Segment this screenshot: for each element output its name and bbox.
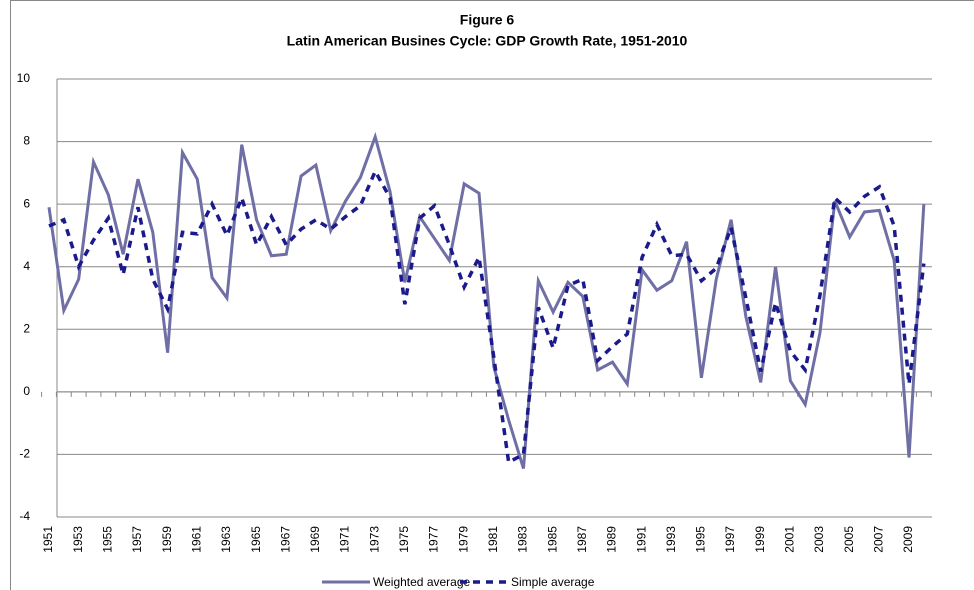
x-tick-label: 1983: [516, 526, 530, 553]
x-tick-label: 1997: [723, 526, 737, 553]
y-tick-label: 0: [23, 384, 30, 398]
x-tick-label: 1973: [367, 526, 381, 553]
y-tick-label: -4: [19, 509, 30, 523]
chart-border: [10, 0, 974, 590]
x-tick-label: 1959: [160, 526, 174, 553]
x-tick-label: 1979: [456, 526, 470, 553]
x-tick-label: 1999: [753, 526, 767, 553]
y-tick-label: 4: [23, 259, 30, 273]
x-tick-label: 1955: [100, 526, 114, 553]
x-tick-label: 1987: [575, 526, 589, 553]
x-tick-label: 2007: [872, 526, 886, 553]
x-tick-label: 1951: [41, 526, 55, 553]
x-tick-label: 2003: [812, 526, 826, 553]
y-tick-label: -2: [19, 447, 30, 461]
y-tick-label: 2: [23, 321, 30, 335]
chart-title: Figure 6: [460, 12, 515, 28]
x-tick-label: 1981: [486, 526, 500, 553]
x-tick-label: 1965: [249, 526, 263, 553]
y-tick-label: 8: [23, 134, 30, 148]
x-tick-label: 1969: [308, 526, 322, 553]
x-tick-label: 1971: [338, 526, 352, 553]
series-line: [47, 131, 926, 469]
x-tick-label: 2001: [783, 526, 797, 553]
x-tick-label: 1991: [634, 526, 648, 553]
x-tick-label: 1961: [189, 526, 203, 553]
x-tick-label: 2005: [842, 526, 856, 553]
x-tick-label: 1977: [427, 526, 441, 553]
y-tick-label: 6: [23, 196, 30, 210]
x-tick-label: 1967: [278, 526, 292, 553]
legend-label: Weighted average: [373, 575, 471, 589]
x-tick-label: 1989: [605, 526, 619, 553]
chart-subtitle: Latin American Busines Cycle: GDP Growth…: [287, 33, 688, 49]
y-tick-label: 10: [17, 71, 31, 85]
x-tick-label: 1993: [664, 526, 678, 553]
x-tick-label: 1995: [694, 526, 708, 553]
x-tick-label: 1963: [219, 526, 233, 553]
x-tick-label: 2009: [901, 526, 915, 553]
series-line: [48, 167, 926, 465]
x-tick-label: 1975: [397, 526, 411, 553]
x-tick-label: 1957: [130, 526, 144, 553]
x-tick-label: 1985: [545, 526, 559, 553]
legend-label: Simple average: [511, 575, 595, 589]
x-tick-label: 1953: [71, 526, 85, 553]
